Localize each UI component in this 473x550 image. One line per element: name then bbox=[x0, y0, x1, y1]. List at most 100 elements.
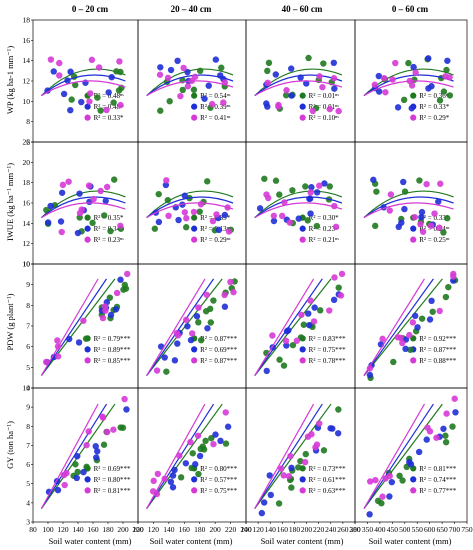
scatter-point-magenta bbox=[59, 181, 67, 189]
scatter-point-magenta bbox=[209, 217, 217, 225]
scatter-point-magenta bbox=[103, 428, 111, 436]
panel-frame-r3-c1 bbox=[32, 263, 139, 389]
scatter-point-blue bbox=[117, 276, 124, 283]
scatter-point-magenta bbox=[437, 180, 444, 187]
scatter-point-green bbox=[166, 98, 173, 105]
legend-marker-magenta bbox=[299, 114, 306, 121]
scatter-point-blue bbox=[105, 89, 112, 96]
scatter-point-green bbox=[100, 441, 108, 448]
scatter-point-green bbox=[373, 188, 380, 195]
scatter-point-green bbox=[335, 284, 342, 291]
xtick-label: 200 bbox=[117, 525, 129, 534]
scatter-point-blue bbox=[107, 311, 115, 319]
legend-marker-magenta bbox=[299, 357, 306, 364]
scatter-point-green bbox=[196, 208, 203, 215]
scatter-point-magenta bbox=[103, 106, 110, 114]
scatter-point-green bbox=[72, 81, 79, 89]
scatter-point-magenta bbox=[227, 278, 234, 286]
trend-line-blue bbox=[146, 196, 234, 219]
ytick-label: 18 bbox=[23, 16, 31, 25]
ytick-label: 10 bbox=[23, 260, 31, 269]
scatter-point-magenta bbox=[124, 270, 131, 278]
scatter-point-blue bbox=[92, 443, 99, 450]
scatter-point-green bbox=[317, 307, 324, 314]
column-title-1: 0 – 20 cm bbox=[72, 4, 109, 14]
scatter-point-blue bbox=[174, 340, 181, 347]
scatter-point-green bbox=[400, 96, 408, 104]
scatter-point-blue bbox=[306, 321, 313, 329]
scatter-point-magenta bbox=[427, 222, 435, 229]
scatter-point-magenta bbox=[270, 212, 278, 219]
legend-marker-magenta bbox=[84, 357, 91, 364]
ylabel-row-2: IWUE (kg ha⁻¹ mm⁻¹) bbox=[5, 163, 15, 241]
scatter-point-magenta bbox=[399, 339, 406, 347]
scatter-point-magenta bbox=[451, 395, 458, 402]
xtick-label: 100 bbox=[132, 525, 144, 534]
trend-line-blue bbox=[254, 196, 343, 219]
scatter-point-green bbox=[440, 229, 447, 236]
scatter-point-blue bbox=[76, 190, 83, 197]
legend-marker-magenta bbox=[410, 114, 417, 121]
scatter-point-green bbox=[444, 215, 451, 222]
trend-line-green bbox=[363, 403, 443, 509]
legend-label-blue: R² = 0.75*** bbox=[309, 346, 346, 354]
scatter-point-magenta bbox=[412, 69, 419, 76]
scatter-point-blue bbox=[305, 310, 312, 317]
legend-label-magenta: R² = 0.29ⁿˢ bbox=[200, 236, 231, 244]
scatter-point-green bbox=[449, 423, 456, 430]
scatter-point-blue bbox=[94, 448, 101, 455]
scatter-point-blue bbox=[444, 57, 451, 64]
scatter-point-green bbox=[107, 227, 114, 235]
legend-label-blue: R² = 0.87*** bbox=[419, 346, 456, 354]
scatter-point-blue bbox=[267, 491, 274, 499]
scatter-point-magenta bbox=[221, 291, 228, 299]
legend-label-magenta: R² = 0.25ⁿˢ bbox=[419, 236, 450, 244]
scatter-point-blue bbox=[93, 454, 100, 461]
scatter-point-green bbox=[280, 362, 288, 369]
trend-line-magenta bbox=[40, 278, 99, 376]
scatter-point-blue bbox=[311, 304, 318, 311]
scatter-point-blue bbox=[258, 509, 266, 517]
panel-frame-r3-c3 bbox=[245, 263, 356, 389]
legend-marker-blue bbox=[299, 476, 306, 483]
legend-marker-blue bbox=[299, 103, 306, 110]
legend-label-magenta: R² = 0.77*** bbox=[419, 487, 456, 495]
xlabel-col-4: Soil water content (mm) bbox=[369, 536, 452, 546]
xtick-label: 200 bbox=[210, 525, 222, 534]
ytick-label: 10 bbox=[23, 384, 31, 393]
legend-label-green: R² = 0.69*** bbox=[94, 465, 131, 473]
legend-label-magenta: R² = 0.87*** bbox=[200, 357, 237, 365]
legend-label-magenta: R² = 0.75*** bbox=[200, 487, 237, 495]
scatter-point-blue bbox=[212, 56, 220, 63]
scatter-point-magenta bbox=[285, 473, 293, 480]
scatter-point-magenta bbox=[293, 337, 301, 344]
ytick-label: 22 bbox=[23, 138, 31, 147]
scatter-point-magenta bbox=[316, 420, 323, 427]
legend-label-green: R² = 0.83*** bbox=[309, 335, 346, 343]
scatter-point-magenta bbox=[386, 472, 393, 480]
legend-label-magenta: R² = 0.41ⁿˢ bbox=[200, 114, 231, 122]
scatter-point-green bbox=[418, 315, 426, 322]
scatter-point-magenta bbox=[389, 76, 396, 83]
legend-marker-green bbox=[191, 92, 198, 99]
scatter-point-magenta bbox=[431, 210, 438, 217]
scatter-point-green bbox=[74, 468, 81, 476]
scatter-point-magenta bbox=[386, 207, 393, 214]
legend-marker-blue bbox=[84, 225, 91, 232]
legend-label-blue: R² = 0.74*** bbox=[419, 476, 456, 484]
scatter-point-magenta bbox=[366, 365, 374, 372]
scatter-point-blue bbox=[334, 430, 342, 437]
scatter-point-magenta bbox=[164, 74, 172, 82]
ylabel-row-4: GY (ton ha⁻¹) bbox=[5, 421, 15, 469]
scatter-point-magenta bbox=[220, 99, 227, 106]
legend-label-magenta: R² = 0.88*** bbox=[419, 357, 456, 365]
legend-marker-green bbox=[410, 92, 417, 99]
scatter-point-magenta bbox=[269, 332, 276, 339]
scatter-point-magenta bbox=[88, 56, 96, 64]
scatter-point-magenta bbox=[165, 212, 172, 220]
scatter-point-magenta bbox=[65, 178, 72, 185]
legend-label-green: R² = 0.81*** bbox=[419, 465, 456, 473]
scatter-point-blue bbox=[102, 197, 109, 205]
legend-marker-blue bbox=[191, 346, 198, 353]
legend-label-blue: R² = 0.57*** bbox=[200, 476, 237, 484]
